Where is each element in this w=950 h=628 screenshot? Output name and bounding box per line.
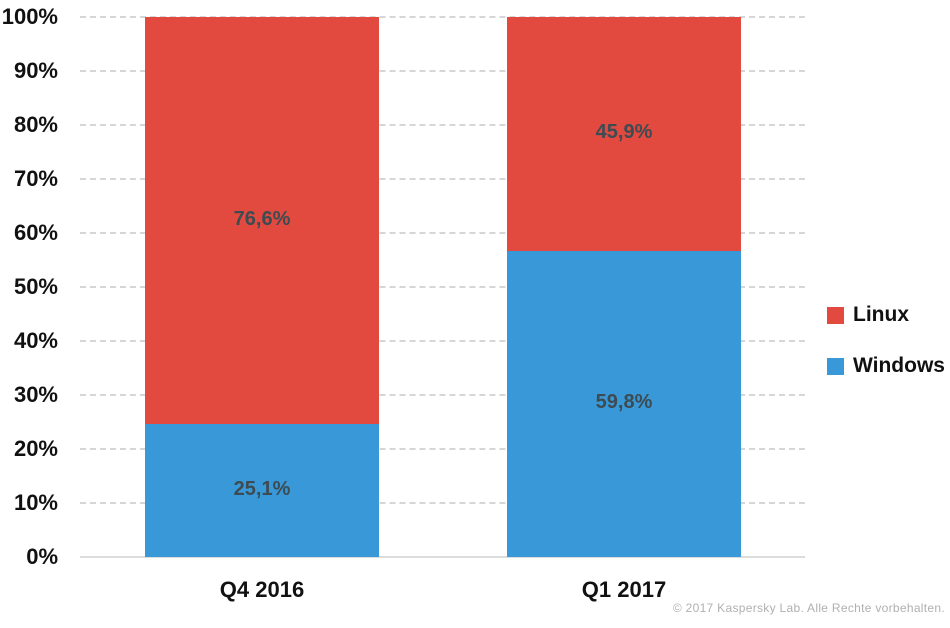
y-axis-tick-label: 70% xyxy=(13,166,58,191)
value-label-linux: 45,9% xyxy=(595,121,653,143)
bar-segment-windows xyxy=(507,251,741,557)
y-gridline xyxy=(80,16,805,18)
y-axis-tick-label: 40% xyxy=(13,328,58,353)
bar-segment-linux xyxy=(145,17,379,424)
y-axis-tick-label: 20% xyxy=(13,436,58,461)
legend-label: Windows xyxy=(853,354,945,377)
y-gridline xyxy=(80,502,805,504)
y-gridline xyxy=(80,124,805,126)
legend-label: Linux xyxy=(853,303,909,326)
y-gridline xyxy=(80,394,805,396)
y-axis-tick-label: 0% xyxy=(26,544,58,569)
value-label-windows: 25,1% xyxy=(233,477,291,500)
x-axis-category-label: Q1 2017 xyxy=(581,577,667,602)
y-gridline xyxy=(80,340,805,342)
bar-segment-linux xyxy=(507,17,741,251)
y-gridline xyxy=(80,70,805,72)
y-axis-tick-label: 80% xyxy=(13,112,58,137)
y-axis-tick-label: 10% xyxy=(13,490,58,515)
bar-q4-2016: 76,6% 25,1% xyxy=(145,17,379,557)
value-label-windows: 59,8% xyxy=(595,391,653,413)
legend-swatch-linux xyxy=(827,306,844,324)
x-axis-baseline xyxy=(80,556,805,558)
legend-swatch-windows xyxy=(827,357,844,375)
y-axis-tick-label: 90% xyxy=(13,58,58,83)
y-gridline xyxy=(80,448,805,450)
y-gridline xyxy=(80,286,805,288)
y-gridline xyxy=(80,232,805,234)
bar-q1-2017: 45,9% 59,8% xyxy=(507,17,741,557)
bar-segment-windows xyxy=(145,424,379,557)
legend-item-windows: Windows xyxy=(827,354,945,378)
value-label-linux: 76,6% xyxy=(233,207,291,230)
copyright-text: © 2017 Kaspersky Lab. Alle Rechte vorbeh… xyxy=(672,601,945,615)
legend-item-linux: Linux xyxy=(827,303,909,327)
x-axis-category-label: Q4 2016 xyxy=(219,577,305,602)
y-axis-tick-label: 50% xyxy=(13,274,58,299)
y-axis-tick-label: 60% xyxy=(13,220,58,245)
y-axis-tick-label: 100% xyxy=(1,4,58,29)
y-gridline xyxy=(80,178,805,180)
y-axis-tick-label: 30% xyxy=(13,382,58,407)
